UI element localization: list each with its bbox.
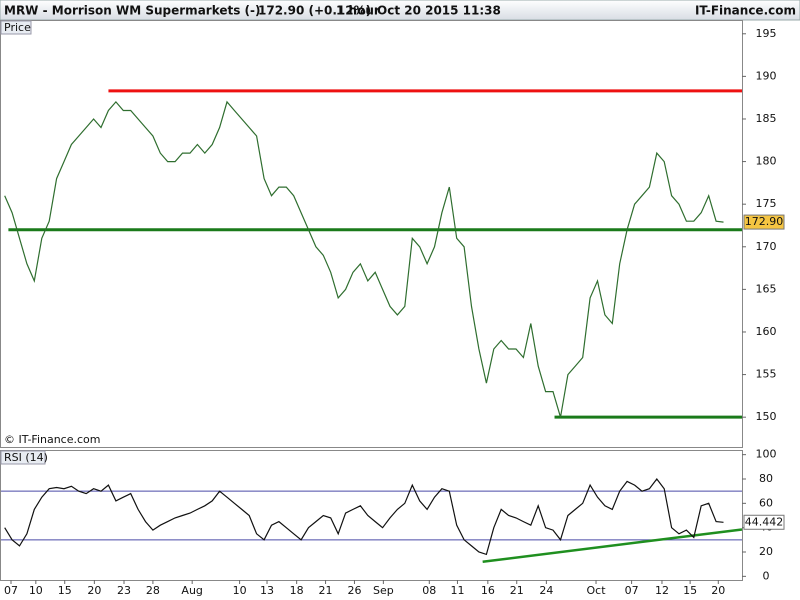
y-tick-label: 175 xyxy=(756,197,777,210)
x-tick-label: 08 xyxy=(422,584,436,597)
last-value-box xyxy=(743,214,785,230)
series-line xyxy=(4,478,724,556)
x-tick-label: Sep xyxy=(373,584,394,597)
x-tick-label: 26 xyxy=(347,584,361,597)
x-tick-label: 15 xyxy=(683,584,697,597)
y-tick-label: 180 xyxy=(756,155,777,168)
price-frame xyxy=(0,20,743,448)
y-tick-label: 170 xyxy=(756,240,777,253)
last-value-label: 44.442 xyxy=(745,515,784,528)
quote: 172.90 (+0.12%) xyxy=(258,4,371,18)
last-value-label: 172.90 xyxy=(745,215,784,228)
x-tick-label: 23 xyxy=(117,584,131,597)
x-tick-label: 28 xyxy=(146,584,160,597)
y-tick-label: 150 xyxy=(756,410,777,423)
y-tick-label: 160 xyxy=(756,325,777,338)
interval: 1 hour xyxy=(336,4,380,18)
brand: IT-Finance.com xyxy=(695,4,796,18)
series-line xyxy=(4,100,724,418)
y-tick-label: 60 xyxy=(759,496,773,509)
panel-label-box xyxy=(0,20,32,35)
x-tick-label: Aug xyxy=(181,584,202,597)
x-tick-label: 20 xyxy=(87,584,101,597)
trend-line xyxy=(482,528,743,563)
title: MRW - Morrison WM Supermarkets (-) xyxy=(4,4,261,18)
panel-label: RSI (14) xyxy=(4,451,48,464)
rsi-frame xyxy=(0,450,743,581)
x-tick-label: 18 xyxy=(290,584,304,597)
x-tick-label: 11 xyxy=(450,584,464,597)
y-tick-label: 165 xyxy=(756,282,777,295)
x-tick-label: 21 xyxy=(319,584,333,597)
x-tick-label: Oct xyxy=(587,584,607,597)
y-tick-label: 100 xyxy=(756,448,777,461)
x-tick-label: 10 xyxy=(233,584,247,597)
x-tick-label: 12 xyxy=(655,584,669,597)
y-tick-label: 185 xyxy=(756,112,777,125)
last-value-box xyxy=(743,514,785,530)
x-tick-label: 24 xyxy=(539,584,553,597)
panel-label-box xyxy=(0,450,46,465)
x-tick-label: 07 xyxy=(4,584,18,597)
x-tick-label: 13 xyxy=(260,584,274,597)
panel-label: Price xyxy=(4,21,31,34)
y-tick-label: 80 xyxy=(759,472,773,485)
x-tick-label: 10 xyxy=(29,584,43,597)
x-tick-label: 15 xyxy=(58,584,72,597)
x-tick-label: 16 xyxy=(481,584,495,597)
y-tick-label: 190 xyxy=(756,69,777,82)
y-tick-label: 20 xyxy=(759,545,773,558)
timestamp: Oct 20 2015 11:38 xyxy=(377,4,501,18)
y-tick-label: 0 xyxy=(763,569,770,582)
x-tick-label: 20 xyxy=(711,584,725,597)
x-tick-label: 21 xyxy=(510,584,524,597)
x-tick-label: 07 xyxy=(625,584,639,597)
footnote: © IT-Finance.com xyxy=(4,433,101,446)
y-tick-label: 195 xyxy=(756,27,777,40)
y-tick-label: 155 xyxy=(756,368,777,381)
